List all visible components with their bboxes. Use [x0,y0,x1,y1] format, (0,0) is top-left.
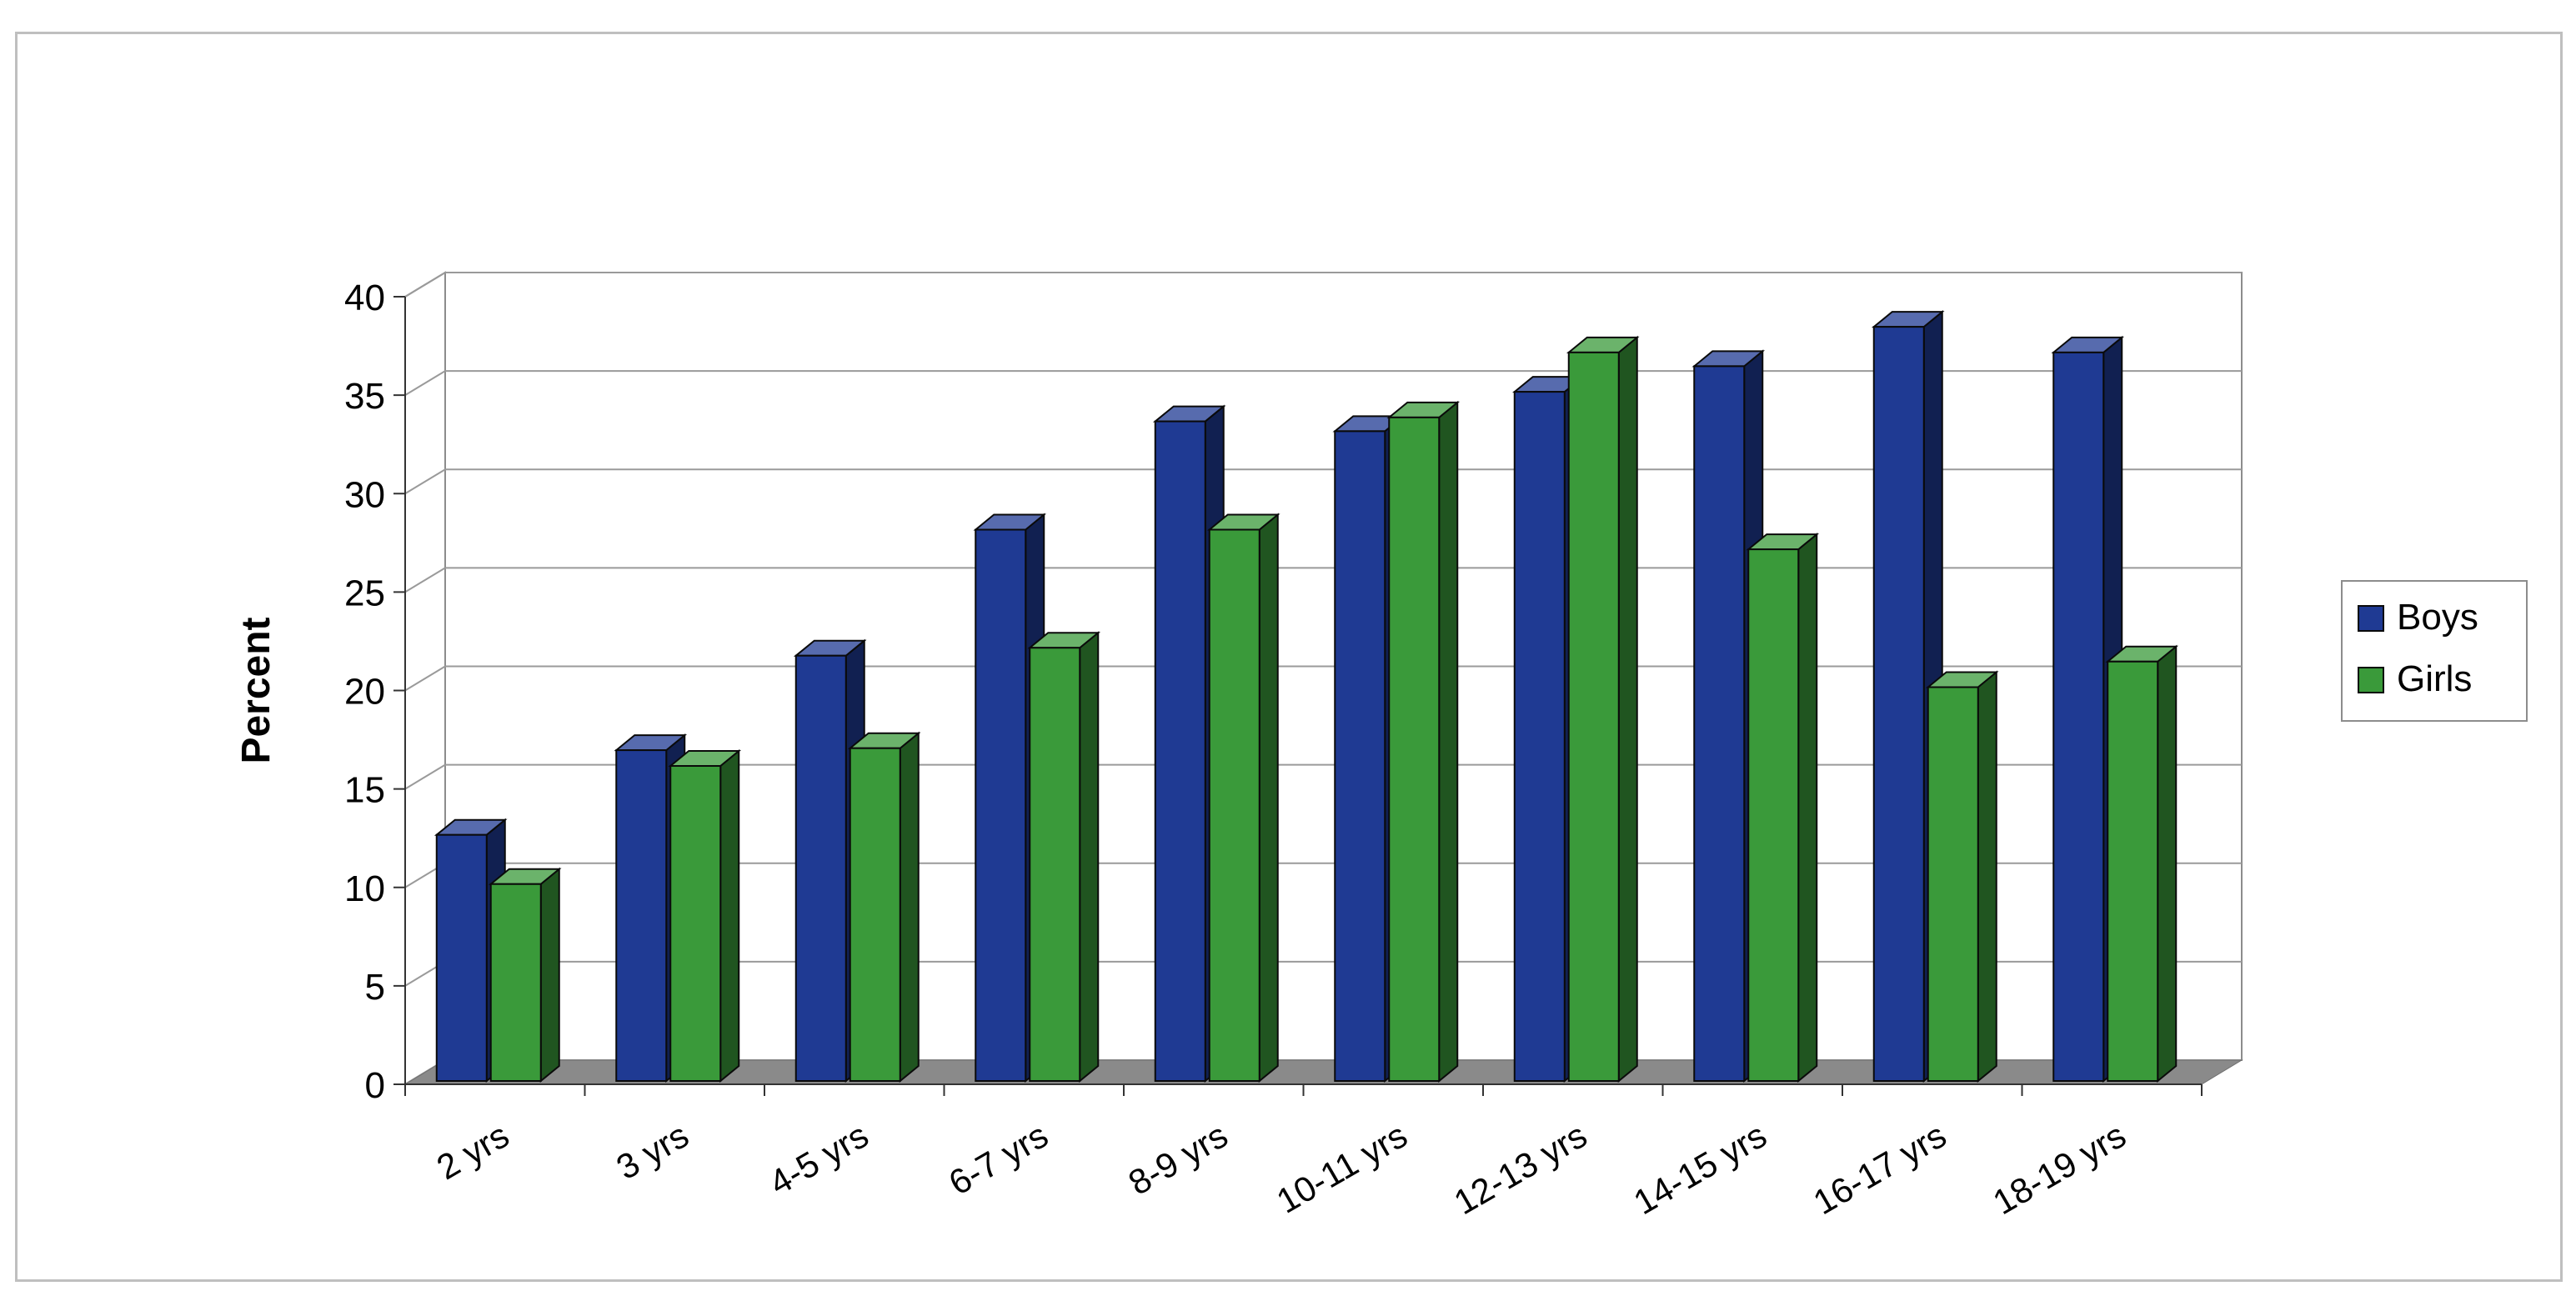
legend-swatch-boys [2358,605,2384,632]
bar-girls [1208,528,1260,1082]
bar-girls [1567,351,1620,1082]
bar-side [1079,631,1100,1083]
bar-boys [1693,365,1746,1083]
gridline-side [404,370,446,396]
bar-boys [975,528,1027,1082]
x-tick-label: 3 yrs [609,1115,694,1187]
y-tick-label: 20 [344,672,385,713]
x-tick-label: 16-17 yrs [1807,1115,1952,1222]
bar-boys [1154,420,1206,1082]
x-tick-label: 6-7 yrs [942,1115,1055,1203]
y-tick-label: 35 [344,376,385,417]
gridline-side [404,763,446,790]
bar-side [539,867,560,1083]
bar-side [1797,533,1818,1083]
bar-girls [489,883,542,1082]
y-axis-title: Percent [234,617,278,763]
bar-chart: 0 5 10 15 20 25 30 35 40 Percent 2 yrs 3 yrs 4-5 yrs… [234,271,2528,1222]
bar-boys [435,833,488,1082]
legend-swatch-girls [2358,667,2384,693]
x-tick-label: 10-11 yrs [1270,1115,1413,1221]
y-tick-label: 0 [365,1065,385,1106]
bar-girls [1747,548,1800,1082]
legend-label: Boys [2397,597,2478,638]
bar-side [899,731,920,1083]
bar-girls [1927,686,1979,1082]
gridline-side [404,567,446,593]
bar-boys [1334,430,1386,1082]
bar-girls [669,765,722,1082]
legend-box [2341,580,2528,722]
bar-girls [1029,647,1081,1082]
gridline-side [404,272,446,298]
bar-boys [2052,351,2105,1082]
chart-frame: 0 5 10 15 20 25 30 35 40 Percent 2 yrs 3 yrs 4-5 yrs… [15,32,2563,1282]
x-tick-label: 12-13 yrs [1447,1115,1593,1222]
y-tick-label: 10 [344,868,385,909]
bar-side [719,748,740,1083]
bar-side [1617,335,1638,1083]
y-tick-label: 30 [344,474,385,515]
y-tick-label: 5 [365,967,385,1008]
x-tick-label: 4-5 yrs [763,1115,875,1203]
x-tick-label: 18-19 yrs [1987,1115,2132,1222]
bar-side [1977,670,1997,1083]
y-tick-label: 40 [344,278,385,318]
bar-boys [1872,326,1925,1083]
bar-girls [2107,660,2159,1082]
bar-boys [615,749,668,1082]
legend-label: Girls [2397,658,2472,699]
bar-side [2157,644,2178,1083]
bar-girls [1388,416,1441,1082]
y-tick-label: 25 [344,573,385,613]
x-tick-label: 14-15 yrs [1627,1115,1773,1222]
bar-side [1438,400,1459,1083]
y-tick-label: 15 [344,770,385,811]
x-tick-label: 8-9 yrs [1122,1115,1235,1203]
bar-side [1258,513,1279,1083]
page-title [0,0,2576,25]
x-tick-label: 2 yrs [430,1115,515,1187]
bar-boys [794,654,847,1082]
gridline-side [404,665,446,692]
gridline-side [404,468,446,495]
bar-girls [849,747,901,1082]
bar-boys [1513,391,1566,1082]
